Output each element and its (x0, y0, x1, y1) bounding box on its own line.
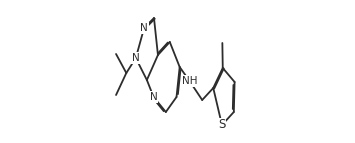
Text: S: S (218, 119, 226, 132)
Text: NH: NH (182, 76, 197, 86)
Text: N: N (132, 53, 140, 63)
Text: N: N (140, 23, 148, 33)
Text: N: N (150, 92, 158, 102)
